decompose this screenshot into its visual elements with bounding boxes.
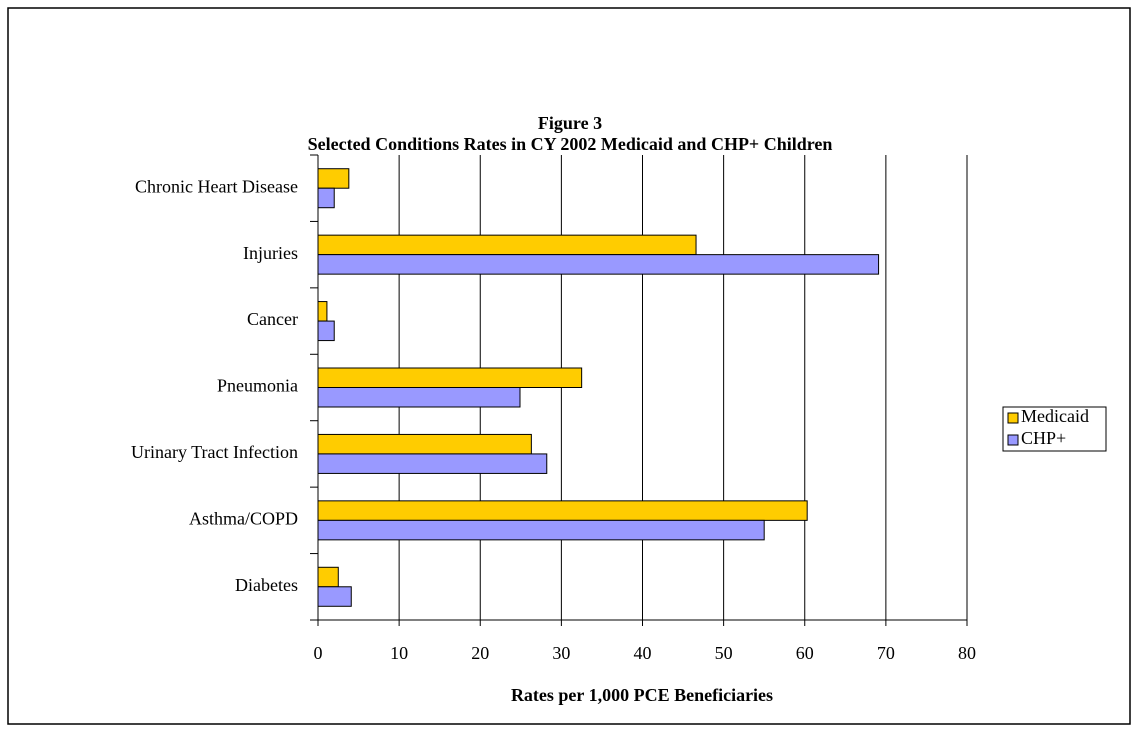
y-tick-label: Diabetes xyxy=(235,575,298,595)
x-tick-label: 10 xyxy=(390,643,408,663)
x-tick-label: 40 xyxy=(634,643,652,663)
bar xyxy=(317,519,765,541)
bar xyxy=(317,387,521,408)
legend-label: Medicaid xyxy=(1021,406,1089,426)
y-tick-label: Urinary Tract Infection xyxy=(131,442,298,462)
bar xyxy=(317,301,328,322)
legend-swatch xyxy=(1007,434,1019,446)
x-tick-label: 50 xyxy=(715,643,733,663)
y-tick-label: Injuries xyxy=(243,243,298,263)
y-tick-label: Asthma/COPD xyxy=(189,508,298,528)
bar xyxy=(317,586,352,607)
x-tick-label: 30 xyxy=(552,643,570,663)
bar xyxy=(317,254,880,275)
bar xyxy=(317,367,583,388)
bar xyxy=(317,234,697,256)
x-tick-label: 0 xyxy=(314,643,323,663)
bar xyxy=(317,500,808,521)
bar xyxy=(317,187,335,209)
legend-swatch xyxy=(1007,412,1019,424)
x-tick-label: 70 xyxy=(877,643,895,663)
bar xyxy=(317,566,339,588)
chart-title: Figure 3 xyxy=(538,113,602,133)
y-tick-label: Pneumonia xyxy=(217,376,298,396)
y-tick-label: Chronic Heart Disease xyxy=(135,176,298,196)
bar xyxy=(317,453,548,474)
x-tick-label: 20 xyxy=(471,643,489,663)
bar xyxy=(317,433,532,455)
y-tick-label: Cancer xyxy=(247,309,298,329)
x-axis-title: Rates per 1,000 PCE Beneficiaries xyxy=(511,685,773,705)
x-tick-label: 80 xyxy=(958,643,976,663)
legend-label: CHP+ xyxy=(1021,428,1066,448)
bar xyxy=(317,320,335,342)
bar xyxy=(317,168,350,189)
chart-subtitle: Selected Conditions Rates in CY 2002 Med… xyxy=(308,134,833,154)
legend-box xyxy=(1002,406,1107,452)
chart-frame xyxy=(7,7,1131,725)
x-tick-label: 60 xyxy=(796,643,814,663)
